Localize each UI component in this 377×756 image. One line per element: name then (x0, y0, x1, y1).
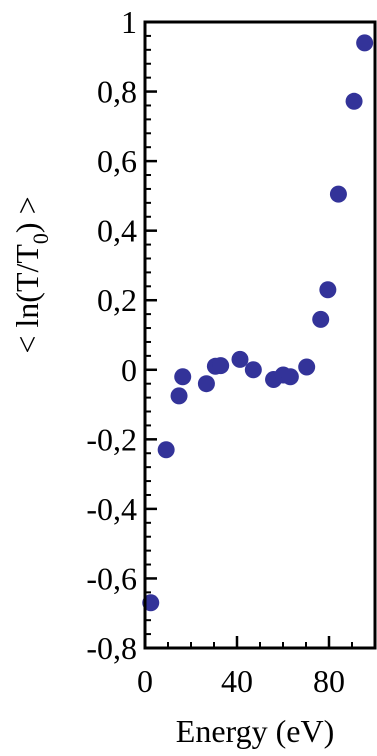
y-tick-label: 0,8 (97, 74, 137, 110)
data-point (281, 368, 299, 386)
y-tick-label: 0,6 (97, 143, 137, 179)
x-tick-label: 80 (313, 663, 345, 699)
data-point (329, 185, 347, 203)
y-axis-title-subscript: 0 (28, 233, 53, 244)
data-point (298, 358, 316, 376)
y-tick-label: 0,4 (97, 213, 137, 249)
data-point (345, 92, 363, 110)
data-point (356, 34, 374, 52)
x-axis-title: Energy (eV) (176, 713, 334, 749)
y-tick-label: -0,8 (86, 630, 137, 666)
marks-layer (142, 34, 374, 612)
data-point (312, 310, 330, 328)
y-axis-title-prefix: < ln(T/T (9, 244, 45, 354)
x-tick-label: 40 (221, 663, 253, 699)
y-tick-label: 1 (121, 4, 137, 40)
data-point (157, 441, 175, 459)
y-tick-label: -0,2 (86, 421, 137, 457)
data-point (212, 357, 230, 375)
data-point (319, 281, 337, 299)
y-tick-label: 0,2 (97, 282, 137, 318)
ticks-layer: -0,8 -0,6 -0,4 -0,2 0 0,2 0,4 0,6 0,8 1 0 40 80 (86, 4, 376, 699)
svg-text:< ln(T/T0) >: < ln(T/T0) > (9, 196, 53, 353)
y-tick-label: -0,6 (86, 560, 137, 596)
y-tick-label: 0 (121, 352, 137, 388)
x-tick-label: 0 (137, 663, 153, 699)
data-point (244, 361, 262, 379)
data-point (231, 350, 249, 368)
data-point (170, 387, 188, 405)
y-axis-title: < ln(T/T0) > (9, 196, 53, 353)
data-point (174, 368, 192, 386)
data-point (197, 375, 215, 393)
y-axis-title-suffix: ) > (9, 196, 45, 233)
y-tick-label: -0,4 (86, 491, 137, 527)
plot-frame (143, 20, 377, 650)
